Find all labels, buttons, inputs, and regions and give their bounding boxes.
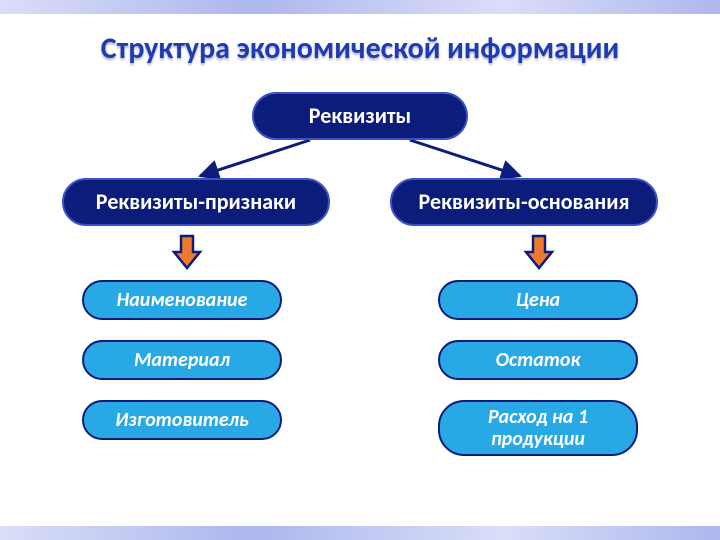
node-label: Реквизиты-основания	[418, 190, 629, 214]
node-r2: Остаток	[438, 340, 638, 380]
node-label: Изготовитель	[115, 409, 249, 431]
decorative-strip-top	[0, 0, 720, 14]
node-label: Реквизиты-признаки	[96, 190, 296, 214]
page-title: Структура экономической информации	[0, 30, 720, 67]
edge-root-right	[0, 0, 720, 540]
node-label: Цена	[516, 289, 560, 311]
block-arrow-left	[172, 234, 202, 272]
decorative-strip-bottom	[0, 526, 720, 540]
edge-root-left	[0, 0, 720, 540]
node-l3: Изготовитель	[82, 400, 282, 440]
node-label: Расход на 1 продукции	[450, 406, 626, 450]
node-label: Наименование	[117, 289, 248, 311]
node-label: Реквизиты	[309, 104, 411, 128]
node-root: Реквизиты	[252, 92, 468, 140]
node-l2: Материал	[82, 340, 282, 380]
node-label: Остаток	[496, 349, 581, 371]
block-arrow-right	[524, 234, 554, 272]
node-label: Материал	[134, 349, 230, 371]
node-r3: Расход на 1 продукции	[438, 400, 638, 456]
node-l1: Наименование	[82, 280, 282, 320]
node-left: Реквизиты-признаки	[62, 178, 330, 226]
node-right: Реквизиты-основания	[390, 178, 658, 226]
node-r1: Цена	[438, 280, 638, 320]
